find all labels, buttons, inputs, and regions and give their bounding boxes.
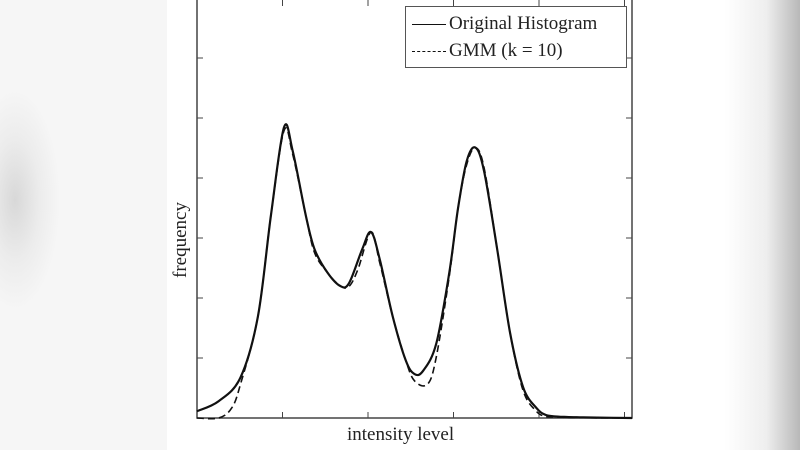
- dashed-line-icon: [412, 50, 446, 52]
- plot-axes: [196, 0, 633, 419]
- legend-item-original: Original Histogram: [412, 11, 597, 37]
- gmm-line: [196, 127, 633, 420]
- legend-item-gmm: GMM (k = 10): [412, 38, 563, 64]
- solid-line-icon: [412, 23, 446, 25]
- y-axis-label: frequency: [170, 202, 191, 278]
- background-right-shade: [632, 0, 800, 450]
- original-histogram-line: [196, 123, 633, 420]
- figure-panel: [167, 0, 632, 450]
- background-left-blur: [0, 0, 167, 450]
- x-axis-label: intensity level: [347, 424, 455, 445]
- legend: Original Histogram GMM (k = 10): [405, 6, 627, 68]
